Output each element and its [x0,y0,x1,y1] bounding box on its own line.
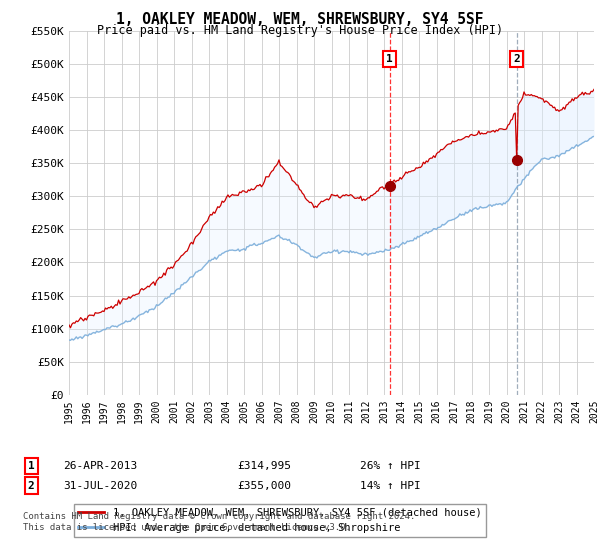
Text: 26-APR-2013: 26-APR-2013 [63,461,137,471]
Text: 2: 2 [513,54,520,64]
Text: 26% ↑ HPI: 26% ↑ HPI [360,461,421,471]
Text: £355,000: £355,000 [237,480,291,491]
Text: 1: 1 [28,461,35,471]
Text: Price paid vs. HM Land Registry's House Price Index (HPI): Price paid vs. HM Land Registry's House … [97,24,503,36]
Text: 1: 1 [386,54,393,64]
Text: 1, OAKLEY MEADOW, WEM, SHREWSBURY, SY4 5SF: 1, OAKLEY MEADOW, WEM, SHREWSBURY, SY4 5… [116,12,484,27]
Text: £314,995: £314,995 [237,461,291,471]
Legend: 1, OAKLEY MEADOW, WEM, SHREWSBURY, SY4 5SF (detached house), HPI: Average price,: 1, OAKLEY MEADOW, WEM, SHREWSBURY, SY4 5… [74,504,485,537]
Text: Contains HM Land Registry data © Crown copyright and database right 2024.
This d: Contains HM Land Registry data © Crown c… [23,512,415,532]
Text: 14% ↑ HPI: 14% ↑ HPI [360,480,421,491]
Text: 31-JUL-2020: 31-JUL-2020 [63,480,137,491]
Text: 2: 2 [28,480,35,491]
